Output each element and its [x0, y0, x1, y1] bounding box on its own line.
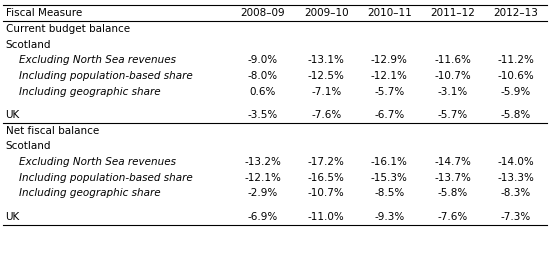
Text: UK: UK [6, 110, 20, 120]
Text: -13.2%: -13.2% [245, 157, 282, 167]
Text: 0.6%: 0.6% [250, 87, 276, 97]
Text: -8.0%: -8.0% [248, 71, 278, 81]
Text: Excluding North Sea revenues: Excluding North Sea revenues [19, 157, 176, 167]
Text: -13.3%: -13.3% [497, 173, 534, 183]
Text: Scotland: Scotland [6, 141, 51, 151]
Text: -2.9%: -2.9% [248, 188, 278, 198]
Text: Fiscal Measure: Fiscal Measure [6, 8, 82, 18]
Text: -5.7%: -5.7% [437, 110, 467, 120]
Text: Current budget balance: Current budget balance [6, 24, 130, 34]
Text: -3.1%: -3.1% [437, 87, 467, 97]
Text: -16.1%: -16.1% [371, 157, 408, 167]
Text: -12.5%: -12.5% [308, 71, 345, 81]
Text: -9.3%: -9.3% [374, 212, 404, 222]
Text: -5.9%: -5.9% [500, 87, 531, 97]
Text: 2009–10: 2009–10 [304, 8, 349, 18]
Text: -10.6%: -10.6% [497, 71, 534, 81]
Text: Net fiscal balance: Net fiscal balance [6, 126, 99, 136]
Text: -11.0%: -11.0% [308, 212, 344, 222]
Text: -10.7%: -10.7% [308, 188, 344, 198]
Text: -5.7%: -5.7% [374, 87, 404, 97]
Text: -15.3%: -15.3% [371, 173, 408, 183]
Text: -10.7%: -10.7% [434, 71, 471, 81]
Text: -12.1%: -12.1% [245, 173, 282, 183]
Text: -7.6%: -7.6% [311, 110, 342, 120]
Text: UK: UK [6, 212, 20, 222]
Text: 2012–13: 2012–13 [493, 8, 538, 18]
Text: -11.2%: -11.2% [497, 55, 534, 65]
Text: Scotland: Scotland [6, 40, 51, 50]
Text: Including geographic share: Including geographic share [19, 188, 161, 198]
Text: -7.6%: -7.6% [437, 212, 467, 222]
Text: Including population-based share: Including population-based share [19, 71, 193, 81]
Text: -9.0%: -9.0% [248, 55, 278, 65]
Text: -12.9%: -12.9% [371, 55, 408, 65]
Text: -8.5%: -8.5% [374, 188, 404, 198]
Text: -5.8%: -5.8% [437, 188, 467, 198]
Text: -11.6%: -11.6% [434, 55, 471, 65]
Text: -7.1%: -7.1% [311, 87, 342, 97]
Text: -13.7%: -13.7% [434, 173, 471, 183]
Text: 2008–09: 2008–09 [241, 8, 285, 18]
Text: -13.1%: -13.1% [308, 55, 345, 65]
Text: Including population-based share: Including population-based share [19, 173, 193, 183]
Text: Excluding North Sea revenues: Excluding North Sea revenues [19, 55, 176, 65]
Text: -6.7%: -6.7% [374, 110, 404, 120]
Text: -12.1%: -12.1% [371, 71, 408, 81]
Text: -16.5%: -16.5% [308, 173, 345, 183]
Text: -8.3%: -8.3% [500, 188, 531, 198]
Text: 2010–11: 2010–11 [367, 8, 412, 18]
Text: -14.0%: -14.0% [497, 157, 534, 167]
Text: -14.7%: -14.7% [434, 157, 471, 167]
Text: 2011–12: 2011–12 [430, 8, 475, 18]
Text: -3.5%: -3.5% [248, 110, 278, 120]
Text: -17.2%: -17.2% [308, 157, 345, 167]
Text: -5.8%: -5.8% [500, 110, 531, 120]
Text: Including geographic share: Including geographic share [19, 87, 161, 97]
Text: -6.9%: -6.9% [248, 212, 278, 222]
Text: -7.3%: -7.3% [500, 212, 531, 222]
